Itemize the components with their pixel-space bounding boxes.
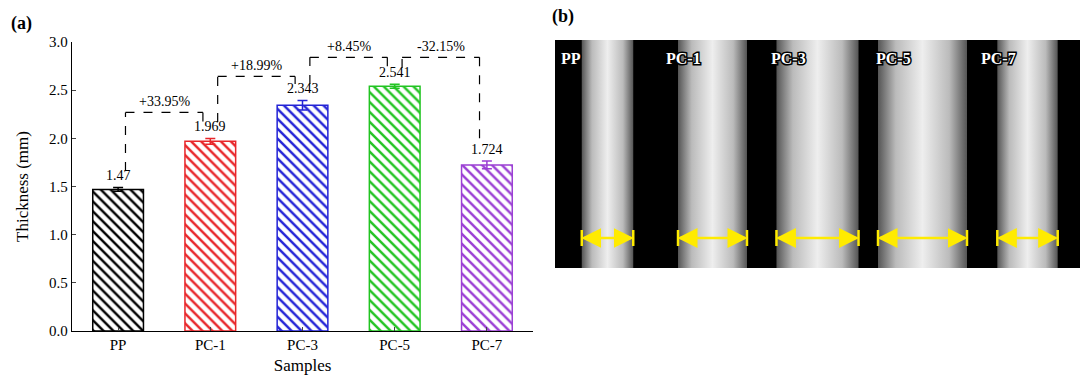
- svg-text:+18.99%: +18.99%: [231, 58, 282, 73]
- svg-text:PC-5: PC-5: [876, 50, 911, 67]
- svg-text:2.343: 2.343: [287, 81, 319, 96]
- svg-text:PC-5: PC-5: [379, 337, 410, 353]
- svg-text:-32.15%: -32.15%: [417, 39, 465, 54]
- svg-text:1.969: 1.969: [194, 119, 226, 134]
- svg-text:1.0: 1.0: [49, 227, 68, 243]
- svg-text:Samples: Samples: [274, 356, 332, 375]
- svg-text:PC-1: PC-1: [666, 50, 701, 67]
- svg-text:1.5: 1.5: [49, 179, 68, 195]
- svg-text:PP: PP: [110, 337, 127, 353]
- svg-text:Thickness (mm): Thickness (mm): [13, 131, 32, 242]
- svg-text:PP: PP: [561, 50, 581, 67]
- svg-text:+8.45%: +8.45%: [327, 39, 371, 54]
- svg-text:1.724: 1.724: [471, 142, 503, 157]
- svg-text:3.0: 3.0: [49, 34, 68, 50]
- svg-text:PC-3: PC-3: [771, 50, 806, 67]
- svg-text:+33.95%: +33.95%: [139, 94, 190, 109]
- svg-text:PC-1: PC-1: [195, 337, 226, 353]
- svg-text:PC-7: PC-7: [981, 50, 1016, 67]
- svg-text:0.5: 0.5: [49, 275, 68, 291]
- svg-text:2.0: 2.0: [49, 131, 68, 147]
- svg-text:PC-7: PC-7: [471, 337, 502, 353]
- svg-text:PC-3: PC-3: [287, 337, 318, 353]
- svg-text:(a): (a): [11, 13, 32, 34]
- svg-text:1.47: 1.47: [106, 168, 131, 183]
- svg-text:2.5: 2.5: [49, 82, 68, 98]
- svg-text:2.541: 2.541: [379, 65, 411, 80]
- svg-text:0.0: 0.0: [49, 323, 68, 339]
- html-text:(b): (b): [552, 6, 574, 26]
